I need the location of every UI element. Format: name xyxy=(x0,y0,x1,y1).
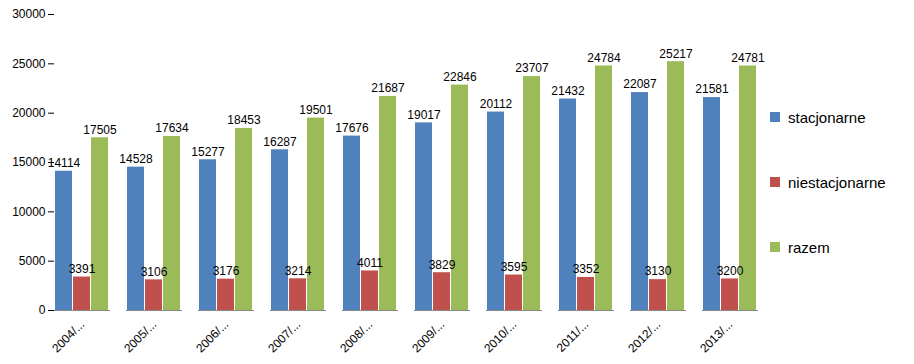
svg-text:2013/...: 2013/... xyxy=(697,317,735,355)
svg-text:2004/...: 2004/... xyxy=(49,317,87,355)
svg-text:3595: 3595 xyxy=(501,260,528,274)
svg-text:20112: 20112 xyxy=(480,97,513,111)
svg-text:17634: 17634 xyxy=(155,121,189,135)
svg-text:2011/...: 2011/... xyxy=(554,317,592,355)
svg-text:24781: 24781 xyxy=(731,51,765,65)
svg-text:24784: 24784 xyxy=(587,51,621,65)
svg-text:2012/...: 2012/... xyxy=(625,317,663,355)
svg-text:10000: 10000 xyxy=(12,205,46,219)
svg-text:3214: 3214 xyxy=(285,264,312,278)
svg-text:17676: 17676 xyxy=(335,121,369,135)
svg-text:2008/...: 2008/... xyxy=(337,317,375,355)
svg-text:2005/...: 2005/... xyxy=(121,317,159,355)
svg-text:19501: 19501 xyxy=(299,103,333,117)
svg-text:20000: 20000 xyxy=(12,106,46,120)
svg-text:19017: 19017 xyxy=(407,108,441,122)
svg-text:2006/...: 2006/... xyxy=(193,317,231,355)
svg-text:25000: 25000 xyxy=(12,57,46,71)
svg-text:0: 0 xyxy=(39,303,46,317)
svg-text:14114: 14114 xyxy=(48,156,81,170)
svg-text:14528: 14528 xyxy=(119,152,153,166)
svg-text:2010/...: 2010/... xyxy=(481,317,519,355)
svg-text:15277: 15277 xyxy=(191,145,225,159)
svg-text:15000: 15000 xyxy=(12,155,46,169)
svg-text:3391: 3391 xyxy=(69,262,96,276)
svg-text:25217: 25217 xyxy=(659,47,693,61)
html-text:stacjonarne: stacjonarne xyxy=(788,108,866,126)
svg-text:21432: 21432 xyxy=(551,84,585,98)
svg-text:21581: 21581 xyxy=(695,82,729,96)
svg-text:30000: 30000 xyxy=(12,7,46,21)
svg-text:21687: 21687 xyxy=(371,81,405,95)
svg-text:2007/...: 2007/... xyxy=(265,317,303,355)
svg-text:17505: 17505 xyxy=(83,123,117,137)
svg-text:5000: 5000 xyxy=(19,254,46,268)
svg-text:3829: 3829 xyxy=(429,258,456,272)
svg-text:22087: 22087 xyxy=(623,77,657,91)
html-text:niestacjonarne: niestacjonarne xyxy=(788,173,886,191)
svg-text:2009/...: 2009/... xyxy=(409,317,447,355)
svg-text:3176: 3176 xyxy=(213,264,240,278)
svg-text:3352: 3352 xyxy=(573,262,600,276)
svg-text:3200: 3200 xyxy=(717,264,744,278)
svg-text:18453: 18453 xyxy=(227,113,261,127)
svg-text:16287: 16287 xyxy=(263,135,297,149)
svg-text:22846: 22846 xyxy=(443,70,477,84)
svg-text:3130: 3130 xyxy=(645,264,672,278)
svg-text:23707: 23707 xyxy=(515,61,549,75)
svg-text:3106: 3106 xyxy=(141,265,168,279)
html-text:razem: razem xyxy=(788,238,830,256)
svg-text:4011: 4011 xyxy=(357,256,383,270)
